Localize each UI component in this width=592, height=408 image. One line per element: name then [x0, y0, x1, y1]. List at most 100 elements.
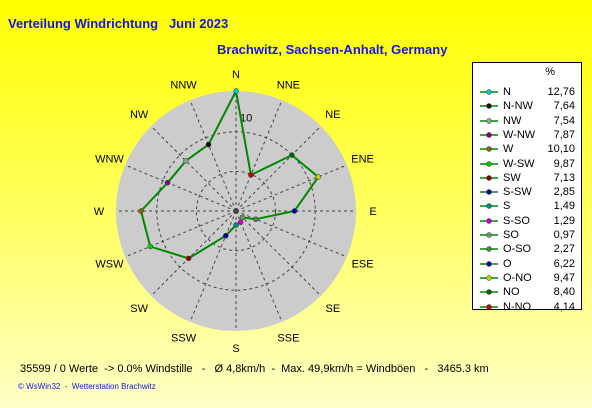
legend-row-o: O 6,22 — [473, 257, 581, 271]
compass-label-n: N — [232, 69, 240, 81]
legend-row-n: N 12,76 — [473, 85, 581, 99]
legend-row-w-nw: W-NW 7,87 — [473, 128, 581, 142]
legend-value: 1,29 — [553, 214, 575, 227]
chart-subtitle: Brachwitz, Sachsen-Anhalt, Germany — [217, 42, 448, 57]
legend-marker-icon — [480, 289, 498, 295]
legend-marker-icon — [480, 246, 498, 253]
compass-label-sw: SW — [130, 303, 148, 315]
legend-row-n-no: N-NO 4,14 — [473, 300, 581, 314]
legend-row-w-sw: W-SW 9,87 — [473, 157, 581, 171]
legend-unit: % — [545, 66, 555, 78]
spoke-ene — [235, 164, 348, 212]
point-no — [289, 152, 295, 158]
compass-label-nne: NNE — [277, 79, 300, 91]
legend-value: 8,40 — [553, 286, 575, 299]
point-o — [291, 208, 298, 214]
legend-label: N-NW — [503, 100, 533, 113]
legend-label: N-NO — [503, 300, 532, 313]
chart-title: Verteilung Windrichtung Juni 2023 — [8, 16, 229, 31]
spoke-wsw — [124, 210, 237, 258]
spoke-se — [235, 210, 322, 297]
legend-label: N — [503, 86, 511, 98]
point-o-no — [315, 174, 322, 180]
legend-marker-icon — [480, 117, 498, 124]
footer-summary: 35599 / 0 Werte -> 0.0% Windstille - Ø 4… — [20, 363, 489, 375]
compass-label-e: E — [369, 206, 376, 218]
legend-label: W — [503, 143, 514, 156]
legend-marker-icon — [480, 189, 498, 195]
legend-label: O — [503, 257, 512, 270]
legend-value: 4,14 — [553, 300, 575, 313]
compass-label-nw: NW — [130, 109, 149, 121]
legend-label: S-SO — [503, 214, 530, 227]
compass-label-s: S — [232, 343, 239, 355]
legend-value: 9,47 — [553, 271, 575, 284]
point-w-nw — [164, 179, 171, 186]
legend-label: SW — [503, 171, 521, 184]
point-n — [233, 88, 239, 94]
legend-value: 2,27 — [553, 243, 575, 256]
legend-row-w: W 10,10 — [473, 142, 581, 156]
legend-marker-icon — [480, 203, 498, 210]
point-so — [239, 214, 246, 221]
point-n-nw — [205, 141, 212, 148]
ring-label: 10 — [240, 113, 252, 125]
legend-marker-icon — [480, 89, 498, 95]
legend-label: O-NO — [503, 271, 532, 284]
legend-value: 1,49 — [553, 200, 575, 213]
point-nw — [183, 158, 189, 164]
legend-marker-icon — [480, 275, 498, 281]
legend-value: 12,76 — [547, 86, 575, 98]
point-sw — [185, 255, 192, 262]
spoke-sw — [150, 210, 237, 297]
legend-value: 7,13 — [553, 171, 575, 184]
spoke-nw — [150, 125, 237, 212]
grid-ring-1 — [195, 170, 277, 252]
compass-label-nnw: NNW — [170, 79, 197, 91]
point-w — [138, 208, 144, 214]
legend-label: W-NW — [503, 128, 536, 141]
legend-row-s: S 1,49 — [473, 199, 581, 213]
compass-label-ese: ESE — [352, 258, 374, 270]
legend-label: NO — [503, 286, 520, 299]
legend-row-o-no: O-NO 9,47 — [473, 271, 581, 285]
spoke-ssw — [189, 210, 237, 323]
legend-value: 9,87 — [553, 157, 575, 170]
compass-label-ssw: SSW — [171, 333, 197, 345]
legend-marker-icon — [480, 303, 498, 310]
footer-credit: © WsWin32 - Wetterstation Brachwitz — [18, 382, 156, 391]
legend-row-s-so: S-SO 1,29 — [473, 214, 581, 228]
legend-label: NW — [503, 114, 522, 127]
point-n-no — [248, 172, 254, 178]
legend-label: O-SO — [503, 243, 532, 256]
legend-label: S-SW — [503, 186, 532, 199]
compass-label-se: SE — [326, 303, 341, 315]
legend-value: 0,97 — [553, 229, 575, 241]
point-s-so — [237, 219, 244, 225]
point-w-sw — [147, 243, 153, 250]
legend-label: S — [503, 200, 511, 213]
compass-label-wsw: WSW — [95, 258, 124, 270]
legend-value: 2,85 — [553, 186, 575, 199]
legend-marker-icon — [480, 103, 498, 110]
legend-row-so: SO 0,97 — [473, 228, 581, 242]
spoke-nnw — [189, 99, 237, 212]
legend-value: 7,87 — [553, 128, 575, 141]
spoke-wnw — [124, 164, 237, 212]
legend-marker-icon — [480, 217, 498, 224]
legend-row-n-nw: N-NW 7,64 — [473, 99, 581, 113]
spoke-sse — [235, 210, 283, 323]
legend-marker-icon — [480, 260, 498, 267]
legend-row-no: NO 8,40 — [473, 285, 581, 299]
legend-value: 7,54 — [553, 114, 575, 127]
compass-label-ene: ENE — [351, 154, 374, 166]
legend-row-nw: NW 7,54 — [473, 114, 581, 128]
compass-label-sse: SSE — [277, 333, 299, 345]
legend: % N 12,76 N-NW 7,64 NW 7,54 W-NW 7,87 W 10,10 W-SW… — [472, 62, 582, 313]
compass-label-ne: NE — [325, 109, 340, 121]
legend-label: W-SW — [503, 157, 535, 170]
legend-value: 10,10 — [547, 143, 575, 156]
point-o-so — [252, 216, 259, 222]
spoke-ne — [235, 125, 322, 212]
